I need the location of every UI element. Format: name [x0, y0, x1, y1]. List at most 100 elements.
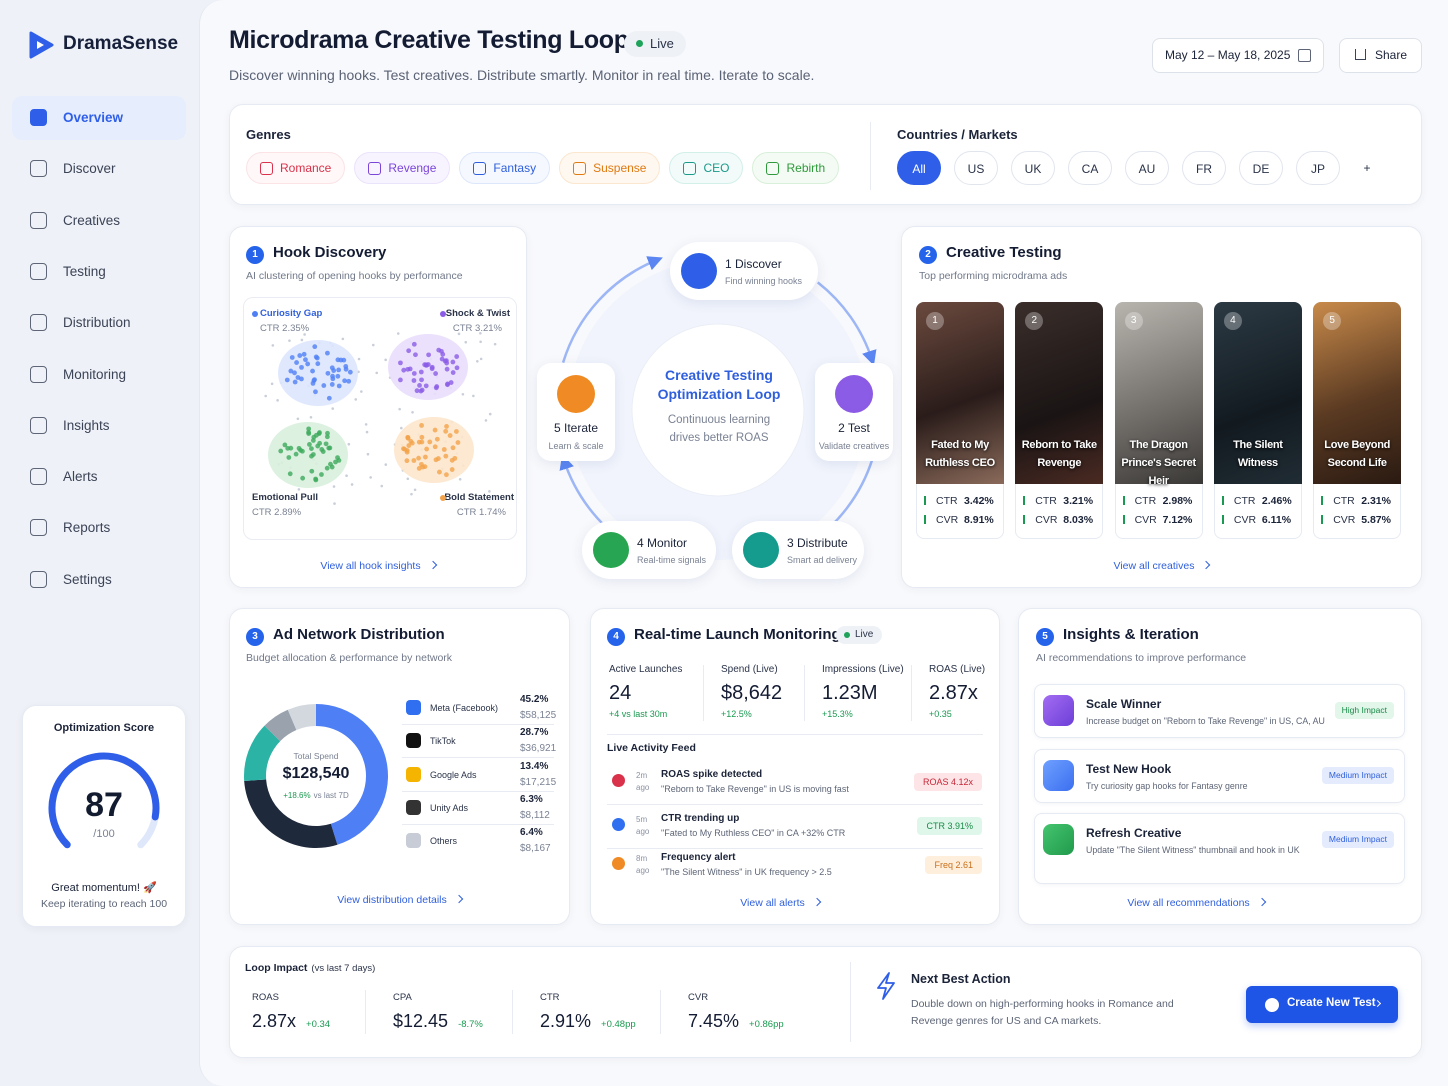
- genre-chip[interactable]: Revenge: [354, 152, 451, 184]
- scatter-dot: [488, 490, 491, 493]
- insights-link[interactable]: View all recommendations: [1018, 897, 1374, 909]
- scatter-dot: [464, 340, 468, 344]
- nav-item[interactable]: Testing: [63, 263, 106, 279]
- cluster-dot: [447, 433, 453, 438]
- section-title: Ad Network Distribution: [273, 626, 445, 643]
- nav-item[interactable]: Distribution: [63, 315, 131, 331]
- genre-chip[interactable]: Fantasy: [459, 152, 551, 184]
- metric-arrow: [924, 515, 926, 524]
- hook-link[interactable]: View all hook insights: [229, 560, 527, 572]
- nav-item[interactable]: Reports: [63, 520, 111, 536]
- nav-icon: [30, 570, 47, 588]
- nav-icon: [30, 109, 47, 126]
- metric-value: 2.31%: [1361, 495, 1391, 507]
- genre-chip[interactable]: CEO: [669, 152, 744, 184]
- cluster-box: [243, 297, 517, 540]
- metric-label: CVR: [1233, 514, 1257, 526]
- impact-metric-value: 2.91%: [540, 1011, 592, 1031]
- market-chip[interactable]: All: [897, 151, 941, 185]
- creative-link[interactable]: View all creatives: [901, 560, 1422, 572]
- brand-logo: [29, 31, 54, 59]
- cluster-dot: [409, 440, 415, 446]
- cluster-dot: [313, 354, 319, 360]
- loop-step-icon: [681, 253, 717, 289]
- feed-icon: [612, 774, 625, 787]
- market-chip[interactable]: +: [1363, 161, 1371, 175]
- market-chip[interactable]: UK: [1011, 151, 1055, 185]
- metric-arrow: [1221, 515, 1224, 524]
- cluster-dot: [310, 368, 315, 374]
- nav-item[interactable]: Creatives: [63, 212, 121, 228]
- divider: [607, 848, 983, 849]
- step-badge: 1: [246, 246, 264, 264]
- market-chip[interactable]: AU: [1125, 151, 1169, 185]
- distribution-link[interactable]: View distribution details: [229, 894, 570, 906]
- donut-segment: [264, 709, 297, 742]
- nav-item[interactable]: Discover: [63, 161, 116, 177]
- market-chip[interactable]: CA: [1068, 151, 1112, 185]
- insight-icon: [1043, 760, 1074, 791]
- cluster-ctr: CTR 1.74%: [456, 507, 506, 518]
- divider: [850, 962, 851, 1042]
- nav-item[interactable]: Monitoring: [63, 366, 127, 382]
- feed-time: 2m ago: [636, 771, 650, 792]
- nav-icon: [30, 416, 47, 434]
- cluster-dot: [282, 442, 288, 448]
- cluster-dot: [418, 369, 424, 375]
- page-subtitle: Discover winning hooks. Test creatives. …: [229, 67, 815, 83]
- network-share: 6.4%: [520, 827, 543, 839]
- metric-value: 5.87%: [1361, 514, 1391, 526]
- loop-step-label: 2 Test: [838, 421, 870, 435]
- cluster-dot: [441, 447, 447, 452]
- nav-item[interactable]: Insights: [63, 417, 110, 433]
- network-name: TikTok: [430, 736, 456, 747]
- genre-chip[interactable]: Suspense: [559, 152, 661, 184]
- network-name: Meta (Facebook): [430, 703, 499, 713]
- nav-item[interactable]: Settings: [63, 571, 112, 587]
- total-change-row: +18.6% vs last 7D: [256, 791, 376, 800]
- section-subtitle: AI recommendations to improve performanc…: [1036, 652, 1247, 664]
- date-button[interactable]: [1152, 38, 1324, 73]
- hook-card: [229, 226, 527, 588]
- cluster-dot: [423, 454, 428, 460]
- creative-rank: 3: [1124, 312, 1143, 330]
- divider: [607, 734, 983, 735]
- feed-time: 5m ago: [636, 815, 650, 836]
- cluster-dot: [303, 357, 308, 363]
- cluster-name: Emotional Pull: [252, 492, 318, 503]
- button-icon: [1265, 998, 1279, 1012]
- brand-name: DramaSense: [63, 33, 179, 54]
- cluster-dot: [305, 361, 311, 367]
- metric-label: CVR: [1333, 514, 1356, 526]
- market-chip[interactable]: US: [954, 151, 998, 185]
- status-text: Live: [650, 36, 674, 51]
- metric-value: 7.12%: [1162, 514, 1193, 526]
- insight-detail: Update "The Silent Witness" thumbnail an…: [1086, 845, 1300, 855]
- divider: [402, 823, 554, 825]
- market-chip[interactable]: JP: [1296, 151, 1340, 185]
- total-label: Total Spend: [293, 751, 339, 761]
- loop-step-icon: [557, 375, 595, 413]
- metric-value: 3.21%: [1063, 495, 1094, 507]
- kpi-value: 24: [609, 682, 632, 704]
- nav-item[interactable]: Overview: [63, 110, 124, 125]
- metric-label: CTR: [936, 495, 958, 507]
- scatter-dot: [406, 477, 410, 481]
- cluster-name: Shock & Twist: [445, 308, 510, 319]
- cluster-dot: [325, 370, 331, 376]
- donut-segment: [244, 725, 281, 781]
- insight-icon: [1043, 824, 1074, 855]
- market-chip[interactable]: DE: [1239, 151, 1283, 185]
- cluster-dot: [416, 439, 422, 445]
- nav-item[interactable]: Alerts: [63, 469, 98, 485]
- share-button[interactable]: [1339, 38, 1422, 73]
- market-chip[interactable]: FR: [1182, 151, 1226, 185]
- impact-metric-change: +0.86pp: [749, 1019, 784, 1030]
- genre-chip[interactable]: Romance: [246, 152, 346, 184]
- kpi-label: Impressions (Live): [822, 664, 904, 675]
- monitoring-link[interactable]: View all alerts: [590, 897, 970, 909]
- cluster-dot: [454, 354, 460, 359]
- insight-title: Scale Winner: [1086, 697, 1162, 711]
- genre-chip[interactable]: Rebirth: [752, 152, 840, 184]
